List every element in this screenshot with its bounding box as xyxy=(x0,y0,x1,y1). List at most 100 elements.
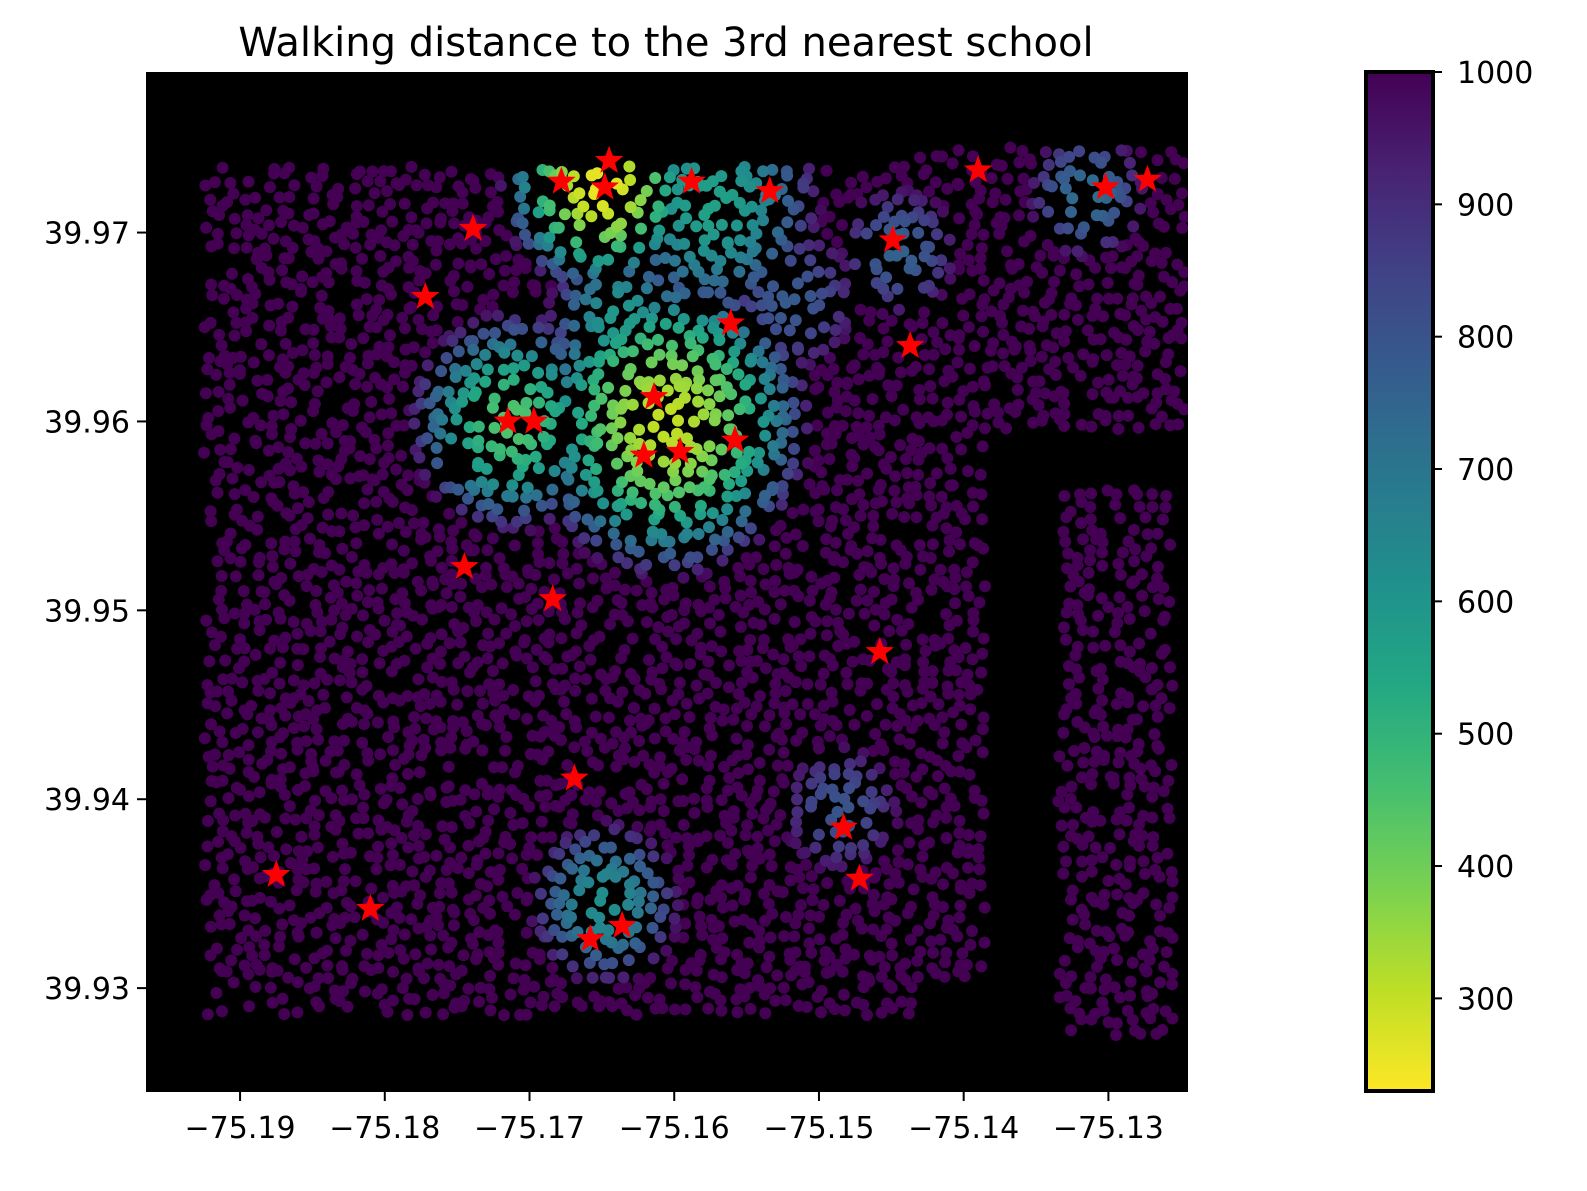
distance-point xyxy=(666,581,679,594)
distance-point xyxy=(592,255,605,268)
distance-point xyxy=(521,891,534,904)
distance-point xyxy=(759,578,772,591)
distance-point xyxy=(794,708,807,721)
distance-point xyxy=(1144,627,1157,640)
distance-point xyxy=(868,619,881,632)
distance-point xyxy=(948,583,961,596)
distance-point xyxy=(579,673,592,686)
distance-point xyxy=(1150,898,1163,911)
distance-point xyxy=(786,376,799,389)
distance-point xyxy=(380,821,393,834)
distance-point xyxy=(488,392,501,405)
distance-point xyxy=(225,900,238,913)
distance-point xyxy=(635,497,647,509)
distance-point xyxy=(953,814,966,827)
distance-point xyxy=(1123,771,1136,784)
distance-point xyxy=(898,758,911,770)
distance-point xyxy=(357,801,369,814)
distance-point xyxy=(570,972,583,985)
distance-point xyxy=(351,630,363,643)
distance-point xyxy=(968,784,981,797)
distance-point xyxy=(674,509,687,522)
distance-point xyxy=(303,532,316,545)
distance-point xyxy=(955,443,968,456)
distance-point xyxy=(912,468,925,481)
distance-point xyxy=(742,763,755,776)
distance-point xyxy=(263,349,275,362)
distance-point xyxy=(765,299,778,312)
distance-point xyxy=(1100,729,1113,742)
distance-point xyxy=(435,675,448,688)
distance-point xyxy=(607,327,620,340)
distance-point xyxy=(484,866,497,878)
distance-point xyxy=(611,432,624,445)
distance-point xyxy=(881,201,894,213)
distance-point xyxy=(283,509,296,522)
distance-point xyxy=(1059,182,1072,195)
distance-point xyxy=(640,783,653,796)
distance-point xyxy=(1058,490,1071,502)
distance-point xyxy=(721,784,734,797)
distance-point xyxy=(899,714,912,727)
distance-point xyxy=(319,547,331,560)
distance-point xyxy=(382,427,395,440)
distance-point xyxy=(954,899,967,912)
distance-point xyxy=(263,713,275,726)
distance-point xyxy=(688,792,701,805)
distance-point xyxy=(272,441,285,454)
distance-point xyxy=(799,846,812,859)
distance-point xyxy=(813,239,826,252)
distance-point xyxy=(356,421,368,434)
distance-point xyxy=(1066,192,1079,205)
school-star xyxy=(720,425,750,453)
distance-point xyxy=(697,244,710,257)
distance-point xyxy=(668,559,681,572)
distance-point xyxy=(1159,246,1172,259)
distance-point xyxy=(283,594,296,607)
distance-point xyxy=(746,807,759,820)
distance-point xyxy=(932,698,945,711)
distance-point xyxy=(645,795,658,808)
distance-point xyxy=(836,965,849,978)
distance-point xyxy=(554,734,567,747)
distance-point xyxy=(1127,523,1140,536)
distance-point xyxy=(692,754,705,767)
distance-point xyxy=(962,829,975,841)
distance-point xyxy=(408,829,420,842)
distance-point xyxy=(795,899,807,912)
distance-point xyxy=(1078,742,1091,754)
distance-point xyxy=(948,563,961,576)
distance-point xyxy=(506,479,519,492)
distance-point xyxy=(519,591,532,604)
distance-point xyxy=(781,467,794,480)
distance-point xyxy=(623,265,636,278)
distance-point xyxy=(333,525,346,538)
distance-point xyxy=(282,207,295,220)
distance-point xyxy=(340,691,353,704)
distance-point xyxy=(642,270,655,283)
distance-point xyxy=(777,981,790,994)
distance-point xyxy=(634,475,647,488)
distance-point xyxy=(229,809,242,822)
distance-point xyxy=(1163,595,1176,608)
distance-point xyxy=(1112,557,1125,570)
distance-point xyxy=(926,392,939,405)
distance-point xyxy=(1135,146,1147,159)
distance-point xyxy=(917,281,930,294)
distance-point xyxy=(349,378,362,391)
distance-point xyxy=(702,384,714,397)
distance-point xyxy=(922,785,935,798)
distance-point xyxy=(831,236,844,248)
distance-point xyxy=(977,807,990,820)
distance-point xyxy=(887,690,900,703)
distance-point xyxy=(429,258,442,271)
distance-point xyxy=(543,199,556,212)
distance-point xyxy=(568,450,581,463)
distance-point xyxy=(730,490,743,502)
distance-point xyxy=(1110,858,1123,871)
distance-point xyxy=(781,169,794,182)
distance-point xyxy=(766,163,779,176)
distance-point xyxy=(289,545,302,558)
distance-point xyxy=(640,558,653,571)
